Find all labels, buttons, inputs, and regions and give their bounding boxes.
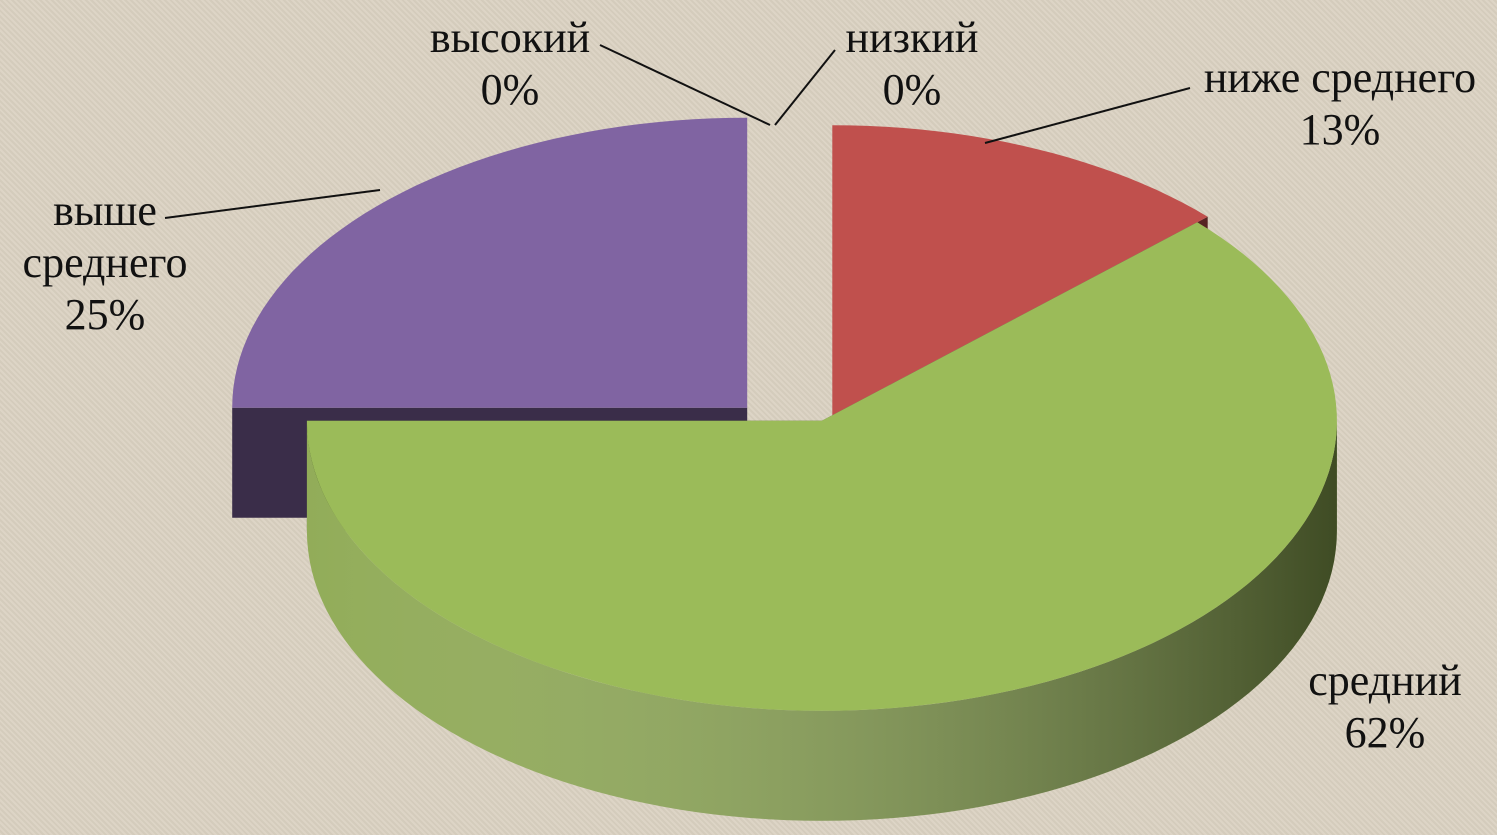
slice <box>306 222 1337 821</box>
data-label: высокий 0% <box>430 12 590 116</box>
slice-top <box>832 125 1208 416</box>
category-label: высокий <box>429 13 591 62</box>
data-label: средний 62% <box>1308 655 1462 759</box>
slice-top <box>306 222 1337 711</box>
leader-line <box>984 87 1191 144</box>
value-label: 62% <box>1344 708 1426 757</box>
category-label: средний <box>1308 656 1462 705</box>
category-label: низкий <box>845 13 979 62</box>
category-label: выше среднего <box>22 186 188 287</box>
data-label: выше среднего 25% <box>10 185 200 341</box>
leader-line <box>774 49 836 126</box>
category-label: ниже среднего <box>1203 53 1477 102</box>
data-label: ниже среднего 13% <box>1204 52 1476 156</box>
slice-wall-shade <box>306 420 1337 821</box>
value-label: 0% <box>882 65 942 114</box>
leader-line <box>599 44 771 126</box>
data-label: низкий 0% <box>846 12 979 116</box>
value-label: 13% <box>1299 105 1381 154</box>
leader-line <box>164 189 381 219</box>
slice-top <box>232 117 748 408</box>
value-label: 0% <box>480 65 540 114</box>
value-label: 25% <box>64 290 146 339</box>
